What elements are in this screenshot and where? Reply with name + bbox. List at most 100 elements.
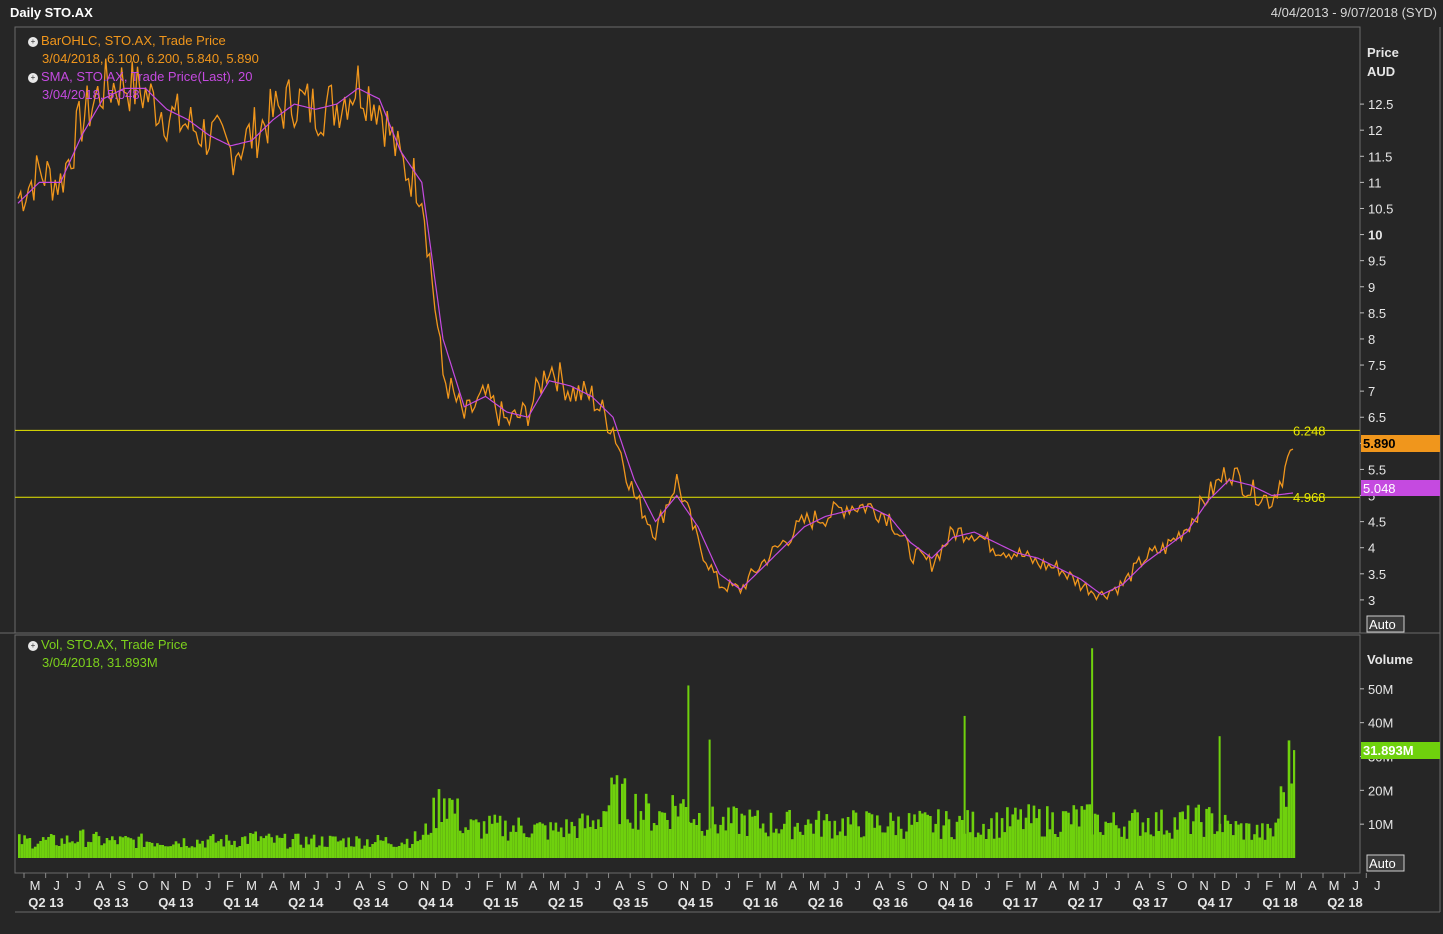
volume-bar (828, 821, 831, 858)
volume-bar (1205, 808, 1208, 858)
volume-bar (724, 830, 728, 858)
volume-bar (259, 836, 263, 858)
volume-bar (1136, 812, 1139, 858)
volume-bar (1157, 831, 1161, 858)
volume-bar (288, 847, 292, 858)
volume-bar (764, 832, 767, 858)
price-auto-button[interactable] (1366, 615, 1405, 633)
month-label: J (1352, 878, 1359, 893)
volume-bar (520, 825, 523, 858)
volume-bar (315, 847, 319, 858)
price-tick-label: 9.5 (1368, 254, 1386, 269)
volume-bar (20, 844, 24, 858)
month-label: O (658, 878, 668, 893)
volume-bar (995, 812, 999, 858)
volume-bar (549, 822, 552, 858)
volume-bar (164, 846, 167, 858)
volume-bar (767, 836, 770, 858)
volume-bar (992, 838, 996, 858)
volume-bar (241, 837, 244, 858)
volume-bar (52, 835, 56, 858)
info-icon[interactable]: + (28, 37, 38, 47)
month-label: A (788, 878, 797, 893)
volume-bar (783, 823, 786, 858)
volume-bar (1144, 832, 1147, 858)
volume-bar (437, 789, 441, 858)
month-label: A (1135, 878, 1144, 893)
volume-bar (607, 805, 611, 858)
volume-bar (578, 818, 582, 858)
volume-bar (302, 847, 305, 858)
volume-bar (44, 839, 48, 858)
volume-bar (350, 846, 353, 858)
month-label: D (442, 878, 451, 893)
volume-bar (448, 798, 451, 858)
quarter-label: Q1 17 (1003, 895, 1038, 910)
volume-bar (1266, 823, 1269, 858)
volume-bar (663, 812, 667, 858)
volume-bar (451, 799, 454, 858)
volume-bar (1146, 818, 1150, 858)
volume-bar (1067, 812, 1070, 858)
volume-bar (265, 835, 268, 858)
volume-bar (695, 825, 698, 858)
volume-bar (1011, 814, 1014, 858)
month-label: J (1374, 878, 1381, 893)
volume-bar (129, 838, 133, 858)
price-tick-label: 5.5 (1368, 462, 1386, 477)
volume-tick-label: 20M (1368, 783, 1393, 798)
legend-price-series[interactable]: + BarOHLC, STO.AX, Trade Price (28, 32, 259, 50)
price-axis-unit: AUD (1367, 64, 1395, 79)
volume-bar (328, 835, 332, 858)
volume-bar (528, 837, 531, 858)
volume-bar (445, 818, 449, 858)
volume-auto-button[interactable] (1366, 854, 1405, 872)
volume-bar (1059, 831, 1062, 858)
volume-bar (522, 833, 526, 858)
volume-bar (47, 837, 50, 858)
info-icon[interactable]: + (28, 641, 38, 651)
volume-bar (498, 815, 502, 858)
volume-bar (1287, 740, 1291, 858)
volume-bar (156, 843, 159, 858)
legend-volume-series[interactable]: + Vol, STO.AX, Trade Price (28, 636, 187, 654)
volume-bar (899, 828, 903, 858)
month-label: J (465, 878, 472, 893)
info-icon[interactable]: + (28, 73, 38, 83)
volume-bar (1226, 820, 1230, 858)
month-label: J (573, 878, 580, 893)
quarter-label: Q1 16 (743, 895, 778, 910)
volume-bar (1072, 805, 1076, 858)
volume-bar (1125, 838, 1129, 858)
volume-bar (613, 784, 616, 858)
volume-bar (443, 798, 446, 858)
legend-sma-series[interactable]: + SMA, STO.AX, Trade Price(Last), 20 (28, 68, 259, 86)
volume-spike-bar (687, 685, 690, 858)
volume-bar (188, 847, 191, 858)
volume-bar (594, 829, 597, 858)
volume-bar (836, 835, 839, 858)
volume-bar (881, 832, 884, 858)
volume-bar (931, 832, 935, 858)
volume-bar (682, 799, 685, 858)
price-tick-label: 4.5 (1368, 515, 1386, 530)
volume-bar (676, 816, 680, 858)
month-label: M (1329, 878, 1340, 893)
month-label: N (680, 878, 689, 893)
volume-bar (480, 838, 483, 858)
month-label: M (289, 878, 300, 893)
volume-bar (342, 838, 345, 858)
volume-bar (474, 819, 478, 858)
volume-bar (251, 833, 255, 858)
volume-bar (671, 795, 674, 858)
volume-bar (1003, 832, 1007, 858)
volume-bar (79, 830, 82, 858)
volume-bar (482, 821, 486, 858)
volume-bar (411, 844, 414, 858)
price-tick-label: 5 (1368, 489, 1375, 504)
volume-bar (987, 829, 991, 858)
volume-bar (161, 845, 164, 858)
volume-bar (891, 820, 895, 858)
volume-bar (116, 844, 119, 858)
volume-bar (910, 824, 914, 858)
